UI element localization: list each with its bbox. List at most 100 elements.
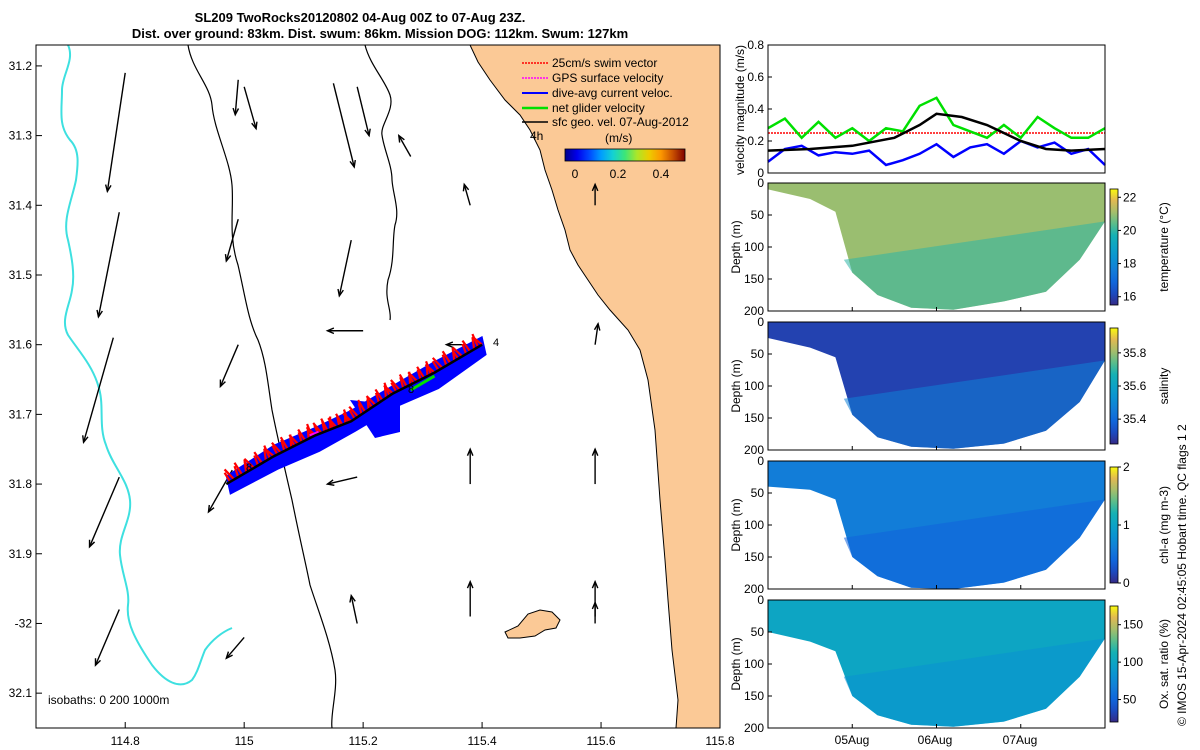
swim-vector xyxy=(441,354,448,366)
isobaths-label: isobaths: 0 200 1000m xyxy=(48,693,169,707)
colorbar-tick-label: 35.8 xyxy=(1123,346,1147,360)
temperature-section-panel: 0 50 100 150 200 Depth (m) 22 20 18 16 temperature… xyxy=(729,176,1171,318)
section-colorbar-label: temperature (°C) xyxy=(1157,202,1171,292)
swim-vector xyxy=(289,434,293,448)
velocity-series-line xyxy=(767,96,1106,143)
swim-vector xyxy=(383,382,391,397)
swim-vector xyxy=(431,357,444,369)
section-ylabel: Depth (m) xyxy=(729,359,743,412)
isobath-1000m xyxy=(60,44,233,686)
map-y-tick-label: 31.2 xyxy=(9,59,33,73)
section-y-tick-label: 50 xyxy=(751,208,765,222)
swim-vector xyxy=(357,403,363,415)
colorbar-tick-label: 50 xyxy=(1123,693,1137,707)
swim-vector xyxy=(416,369,422,380)
section-y-tick-label: 100 xyxy=(744,657,764,671)
section-y-tick-label: 150 xyxy=(744,272,764,286)
track-label-8a: 8 xyxy=(408,384,414,396)
map-frame xyxy=(35,44,721,729)
colorbar-tick-label: 18 xyxy=(1123,257,1137,271)
swim-vector xyxy=(357,399,367,413)
swim-vectors xyxy=(223,333,483,483)
section-colorbar xyxy=(1109,188,1119,306)
geo-vector-arrow xyxy=(325,327,364,335)
legend-gps-label: GPS surface velocity xyxy=(552,71,663,85)
map-x-axis: 114.8 115 115.2 115.4 115.6 115.8 xyxy=(111,722,735,748)
map-y-tick-label: -32 xyxy=(15,616,33,630)
map-y-tick-label: 31.9 xyxy=(9,547,33,561)
velocity-plot-area xyxy=(768,45,1105,173)
geo-vector-arrow xyxy=(397,134,412,157)
geo-vector-arrow xyxy=(219,344,239,389)
swim-vector xyxy=(348,409,356,420)
section-y-tick-label: 100 xyxy=(744,518,764,532)
glider-track-map: 114.8 115 115.2 115.4 115.6 115.8 31.231.331.… xyxy=(9,44,735,748)
swim-vector xyxy=(389,379,401,391)
speed-colorbar xyxy=(564,148,686,162)
map-legend: 25cm/s swim vector GPS surface velocity … xyxy=(522,56,689,181)
swim-vector xyxy=(471,337,476,350)
section-y-tick-label: 50 xyxy=(751,625,765,639)
colorbar-tick-label: 35.4 xyxy=(1123,412,1147,426)
swim-vector xyxy=(243,458,255,469)
date-tick-06aug: 06Aug xyxy=(918,733,953,747)
section-y-tick-label: 200 xyxy=(744,721,764,735)
swim-vector xyxy=(335,415,341,427)
swim-vector xyxy=(297,431,303,443)
swim-vector xyxy=(398,373,408,388)
geo-vector-arrow xyxy=(593,321,601,345)
swim-vector xyxy=(233,462,244,476)
map-y-tick-label: 32.1 xyxy=(9,686,33,700)
geo-vector-arrow xyxy=(224,219,239,263)
title-line-1: SL209 TwoRocks20120802 04-Aug 00Z to 07-… xyxy=(195,10,526,25)
isobath-200m xyxy=(187,44,337,729)
section-y-tick-label: 200 xyxy=(744,582,764,596)
swim-vector xyxy=(366,396,370,410)
colorbar-tick-1: 0.2 xyxy=(610,167,627,181)
swim-vector xyxy=(271,441,282,454)
glider-track-layer xyxy=(223,333,487,495)
section-y-tick-label: 200 xyxy=(744,443,764,457)
velocity-series-line xyxy=(767,112,1106,152)
velocity-y-tick-label: 0.6 xyxy=(747,70,764,84)
geo-vector-arrow xyxy=(337,239,352,298)
section-colorbar-label: salinity xyxy=(1157,368,1171,405)
gps-surface-velocity xyxy=(309,430,319,437)
velocity-y-axis: 0 0.2 0.4 0.6 0.8 xyxy=(747,38,772,180)
section-ylabel: Depth (m) xyxy=(729,498,743,551)
geo-vector-arrow xyxy=(325,476,358,486)
map-x-tick-label: 115.4 xyxy=(468,734,497,748)
legend-geo-label: sfc geo. vel. 07-Aug-2012 xyxy=(552,115,689,129)
colorbar-tick-label: 0 xyxy=(1123,576,1130,590)
velocity-y-tick-label: 0.4 xyxy=(747,102,764,116)
geo-vector-arrow xyxy=(466,447,474,485)
map-x-tick-label: 114.8 xyxy=(111,734,140,748)
swim-vector xyxy=(253,455,260,466)
colorbar-tick-label: 150 xyxy=(1123,618,1143,632)
swim-vector xyxy=(223,472,232,483)
map-y-tick-label: 31.5 xyxy=(9,268,33,282)
geo-vector-arrow xyxy=(82,337,114,444)
salinity-section-panel: 0 50 100 150 200 Depth (m) 35.8 35.6 35.4 salinit… xyxy=(729,315,1171,457)
geo-vector-arrow xyxy=(94,609,120,667)
section-y-tick-label: 150 xyxy=(744,550,764,564)
section-deep-layer xyxy=(843,638,1105,727)
section-colorbar xyxy=(1109,466,1119,584)
track-label-8b: 8 xyxy=(246,462,252,474)
colorbar-unit-label: (m/s) xyxy=(605,131,632,145)
section-y-tick-label: 50 xyxy=(751,347,765,361)
swim-vector xyxy=(416,366,426,379)
geo-vector-arrow xyxy=(104,72,126,194)
velocity-series-line xyxy=(767,139,1106,167)
velocity-series xyxy=(767,96,1106,167)
legend-net-label: net glider velocity xyxy=(552,101,645,115)
geo-vector-arrow xyxy=(225,636,245,660)
swim-vector xyxy=(451,347,456,362)
swim-vector xyxy=(263,445,271,459)
geo-vector-arrow xyxy=(96,212,120,319)
swim-vector xyxy=(374,388,384,402)
map-x-tick-label: 115.2 xyxy=(349,734,378,748)
geo-vector-arrow xyxy=(332,83,356,169)
swim-vector xyxy=(348,405,359,418)
